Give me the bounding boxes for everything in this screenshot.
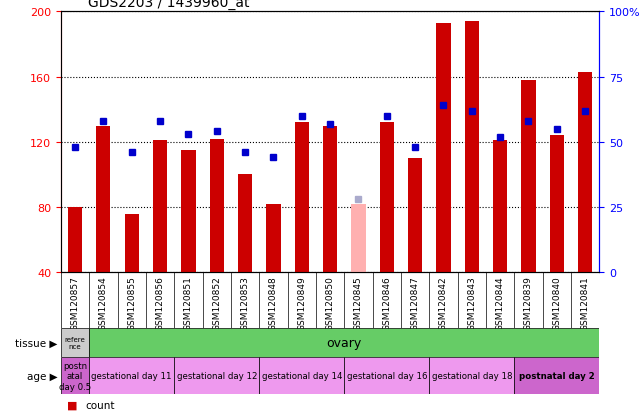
Text: gestational day 18: gestational day 18 [431,371,512,380]
Bar [493,141,507,273]
Text: postn
atal
day 0.5: postn atal day 0.5 [59,361,91,391]
Text: gestational day 11: gestational day 11 [92,371,172,380]
Text: gestational day 16: gestational day 16 [347,371,427,380]
Bar [351,204,365,273]
Bar [578,73,592,273]
Bar [259,357,344,394]
Bar [61,328,89,357]
Bar [429,357,514,394]
Bar [465,22,479,273]
Bar [68,207,82,273]
Text: GDS2203 / 1439960_at: GDS2203 / 1439960_at [88,0,249,10]
Text: refere
nce: refere nce [65,336,85,349]
Bar [344,357,429,394]
Bar [96,126,110,273]
Bar [210,139,224,273]
Bar [550,136,564,273]
Bar [238,175,252,273]
Text: tissue ▶: tissue ▶ [15,338,58,348]
Text: age ▶: age ▶ [27,371,58,381]
Bar [174,357,259,394]
Bar [379,123,394,273]
Bar [89,357,174,394]
Bar [437,24,451,273]
Text: gestational day 14: gestational day 14 [262,371,342,380]
Bar [521,81,536,273]
Text: gestational day 12: gestational day 12 [176,371,257,380]
Bar [408,159,422,273]
Text: ■: ■ [67,400,78,410]
Bar [124,214,139,273]
Text: postnatal day 2: postnatal day 2 [519,371,595,380]
Bar [323,126,337,273]
Bar [295,123,309,273]
Text: ovary: ovary [327,336,362,349]
Bar [514,357,599,394]
Text: count: count [85,400,115,410]
Bar [153,141,167,273]
Bar [181,151,196,273]
Bar [267,204,281,273]
Bar [61,357,89,394]
